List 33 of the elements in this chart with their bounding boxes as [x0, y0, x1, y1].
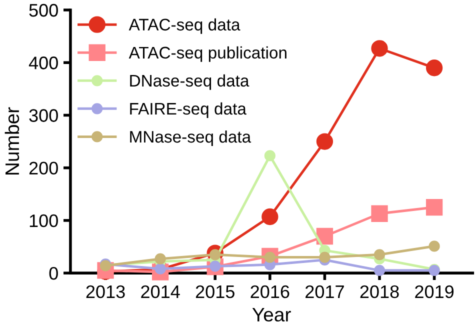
legend-label: ATAC-seq publication — [128, 46, 286, 62]
x-tick-label: 2016 — [250, 285, 290, 298]
y-axis-title: Number — [4, 107, 20, 175]
y-tick-label: 300 — [29, 109, 58, 122]
point — [316, 133, 334, 150]
point — [426, 60, 443, 76]
y-tick-label: 400 — [28, 56, 58, 70]
y-tick-label: 100 — [30, 214, 58, 228]
legend-label: ATAC-seq data — [128, 18, 240, 34]
point — [371, 205, 388, 222]
point — [264, 150, 276, 162]
point — [262, 208, 278, 226]
point — [371, 40, 388, 57]
x-tick-label: 2015 — [196, 285, 234, 298]
y-tick-label: 200 — [29, 162, 58, 175]
point — [319, 252, 330, 263]
point — [154, 253, 166, 264]
legend-label: DNase-seq data — [130, 74, 250, 90]
x-tick-label: 2019 — [415, 285, 454, 298]
x-tick-label: 2014 — [141, 285, 180, 298]
x-tick-label: 2013 — [86, 285, 125, 298]
x-axis-title: Year — [252, 308, 291, 322]
x-tick-label: 2018 — [360, 285, 399, 298]
point — [316, 228, 334, 245]
y-tick-label: 500 — [29, 4, 58, 17]
point — [374, 264, 386, 276]
point — [428, 240, 440, 252]
x-tick-label: 2017 — [306, 285, 344, 298]
legend-label: MNase-seq data — [130, 130, 252, 146]
y-tick-label: 0 — [49, 266, 58, 280]
point — [374, 249, 386, 260]
legend-label: FAIRE-seq data — [130, 102, 246, 118]
point — [426, 198, 443, 216]
